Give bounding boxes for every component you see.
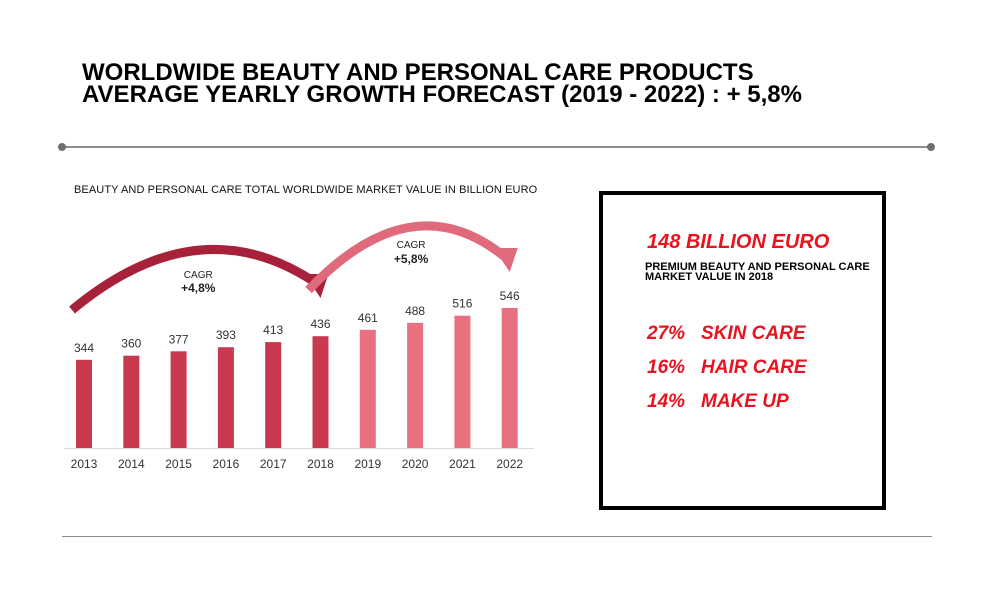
bar-2020 xyxy=(407,322,424,448)
tick-label-2019: 2019 xyxy=(354,457,381,471)
cagr-arrow-0 xyxy=(69,244,317,314)
share-pct: 16% xyxy=(647,357,686,378)
bar-2014 xyxy=(123,355,140,448)
cagr-arrowhead-1 xyxy=(493,248,518,272)
cagr-label-1: CAGR xyxy=(397,240,426,251)
tick-label-2013: 2013 xyxy=(71,457,98,471)
value-label-2018: 436 xyxy=(310,317,330,331)
chart-title: BEAUTY AND PERSONAL CARE TOTAL WORLDWIDE… xyxy=(74,184,538,196)
value-label-2014: 360 xyxy=(121,337,141,351)
premium-market-stat: 148 BILLION EURO xyxy=(647,231,830,253)
bar-2021 xyxy=(454,315,471,448)
bottom-divider xyxy=(62,536,932,537)
value-label-2021: 516 xyxy=(452,297,472,311)
bar-2016 xyxy=(217,347,234,448)
value-label-2022: 546 xyxy=(500,289,520,303)
value-label-2016: 393 xyxy=(216,328,236,342)
share-label: SKIN CARE xyxy=(701,323,806,344)
info-box: 148 BILLION EURO PREMIUM BEAUTY AND PERS… xyxy=(599,191,886,510)
value-label-2020: 488 xyxy=(405,304,425,318)
value-label-2017: 413 xyxy=(263,323,283,337)
top-divider xyxy=(62,146,932,148)
tick-label-2016: 2016 xyxy=(213,457,240,471)
divider-left-dot xyxy=(58,143,66,151)
headline-line-2: AVERAGE YEARLY GROWTH FORECAST (2019 - 2… xyxy=(82,81,802,108)
share-pct: 27% xyxy=(647,323,686,344)
share-pct: 14% xyxy=(647,391,686,412)
bar-2015 xyxy=(170,351,187,448)
bar-2018 xyxy=(312,336,329,448)
cagr-label-0: CAGR xyxy=(184,270,213,281)
cagr-value-0: +4,8% xyxy=(181,281,216,295)
tick-label-2014: 2014 xyxy=(118,457,145,471)
bar-2019 xyxy=(359,329,376,448)
share-skin-care: 27% SKIN CARE xyxy=(647,323,806,345)
cagr-value-1: +5,8% xyxy=(394,252,429,266)
tick-label-2021: 2021 xyxy=(449,457,476,471)
share-hair-care: 16% HAIR CARE xyxy=(647,357,807,379)
value-label-2013: 344 xyxy=(74,341,94,355)
headline-line-1: WORLDWIDE BEAUTY AND PERSONAL CARE PRODU… xyxy=(82,59,754,86)
tick-label-2017: 2017 xyxy=(260,457,287,471)
value-label-2015: 377 xyxy=(169,332,189,346)
share-make-up: 14% MAKE UP xyxy=(647,391,789,413)
value-label-2019: 461 xyxy=(358,311,378,325)
tick-label-2020: 2020 xyxy=(402,457,429,471)
tick-label-2015: 2015 xyxy=(165,457,192,471)
share-label: MAKE UP xyxy=(701,391,789,412)
tick-label-2018: 2018 xyxy=(307,457,334,471)
premium-market-description: PREMIUM BEAUTY AND PERSONAL CARE MARKET … xyxy=(645,261,870,283)
bar-2017 xyxy=(265,342,282,448)
share-label: HAIR CARE xyxy=(701,357,807,378)
tick-label-2022: 2022 xyxy=(496,457,523,471)
headline: WORLDWIDE BEAUTY AND PERSONAL CARE PRODU… xyxy=(82,59,962,108)
bar-2013 xyxy=(76,359,92,448)
bar-chart: 344 2013 360 2014 377 2015 393 2016 413 2017 436 20… xyxy=(64,221,534,471)
bar-2022 xyxy=(501,308,518,448)
divider-right-dot xyxy=(927,143,935,151)
cagr-arrow-1 xyxy=(305,221,507,294)
